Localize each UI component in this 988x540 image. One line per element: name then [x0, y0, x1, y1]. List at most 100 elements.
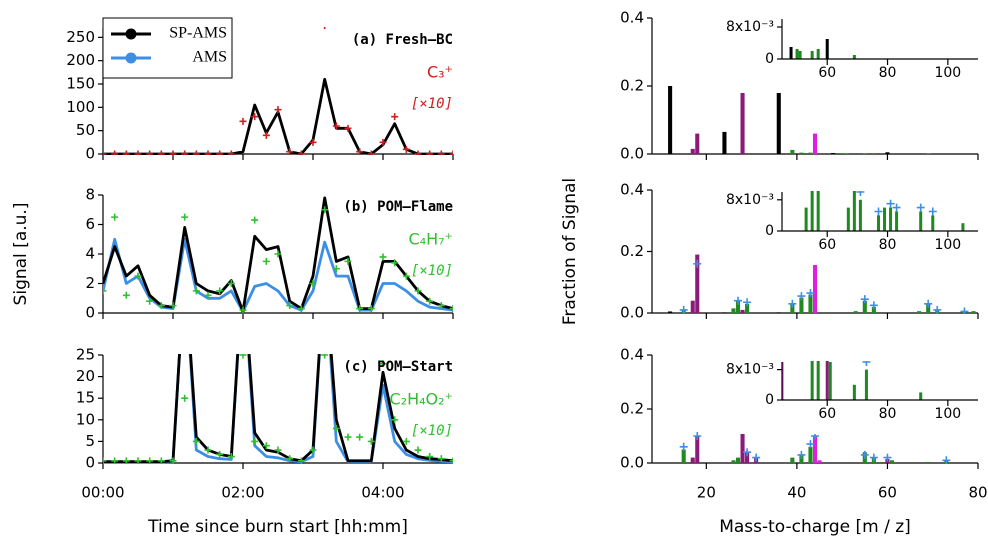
marker — [262, 442, 270, 450]
marker — [916, 203, 925, 212]
bar — [825, 39, 829, 59]
bar — [840, 153, 845, 154]
x-tick-label: 100 — [934, 65, 961, 81]
bar — [717, 223, 720, 231]
marker — [860, 295, 869, 304]
marker — [262, 131, 270, 139]
marker — [437, 150, 445, 155]
marker — [286, 148, 294, 155]
bar — [853, 311, 858, 313]
bar — [722, 131, 727, 154]
marker — [688, 188, 696, 196]
marker — [402, 272, 410, 280]
bar — [846, 207, 850, 231]
marker — [286, 455, 294, 463]
y-tick-label: 2 — [85, 274, 95, 292]
marker — [960, 307, 969, 314]
bar — [699, 20, 702, 400]
y-tick-label: 0.2 — [620, 400, 644, 418]
marker — [426, 150, 434, 155]
x-tick-label: 04:00 — [361, 484, 404, 502]
marker — [344, 124, 352, 132]
bar — [864, 369, 868, 400]
y-tick-label: 0.0 — [620, 454, 644, 472]
bar — [668, 311, 673, 313]
marker — [286, 302, 294, 310]
bar — [931, 215, 935, 231]
marker — [309, 280, 317, 287]
bar — [776, 312, 781, 313]
x-tick-label: 60 — [878, 484, 897, 502]
y-tick-label: 0 — [85, 304, 95, 322]
y-tick-label: 250 — [66, 28, 95, 46]
bar — [790, 303, 795, 313]
bar — [776, 82, 781, 154]
marker — [321, 206, 329, 214]
bar — [731, 308, 736, 313]
bar — [810, 51, 814, 59]
x-axis-label: Mass-to-charge [m / z] — [719, 517, 911, 537]
y-tick-label: 4 — [85, 245, 95, 263]
marker — [367, 150, 375, 155]
bar — [790, 149, 795, 154]
panel-title: (b) POM–Flame — [343, 199, 453, 215]
marker — [367, 437, 375, 445]
marker — [111, 457, 119, 464]
bar — [812, 436, 818, 463]
marker — [356, 305, 364, 313]
series-line — [103, 77, 453, 155]
bar — [825, 361, 829, 400]
bar — [885, 152, 890, 154]
bar — [695, 436, 700, 463]
marker — [823, 320, 831, 328]
marker — [688, 168, 696, 176]
y-tick-label: 0 — [765, 392, 774, 408]
legend-dot — [125, 52, 137, 64]
marker — [752, 453, 761, 462]
x-tick-label: 40 — [787, 484, 806, 502]
bar — [745, 303, 750, 313]
y-tick-label: 8x10⁻³ — [726, 19, 774, 35]
marker — [227, 150, 235, 155]
y-tick-label: 0 — [85, 145, 95, 163]
marker — [332, 265, 340, 273]
marker — [146, 297, 154, 305]
bar — [844, 153, 849, 154]
marker — [391, 416, 399, 424]
marker — [437, 302, 445, 310]
marker — [204, 150, 212, 155]
bar — [722, 312, 727, 313]
y-tick-label: 0.2 — [620, 242, 644, 260]
bar — [668, 86, 673, 154]
bar — [919, 211, 923, 231]
legend-label: SP-AMS — [169, 25, 227, 42]
marker — [227, 453, 235, 461]
marker — [402, 437, 410, 445]
x-tick-label: 02:00 — [221, 484, 264, 502]
marker — [449, 457, 453, 464]
y-tick-label: 0 — [85, 454, 95, 472]
marker — [216, 287, 224, 295]
marker — [344, 433, 352, 441]
marker — [103, 457, 107, 464]
marker — [886, 199, 895, 208]
x-tick-label: 60 — [818, 237, 836, 253]
x-tick-label: 20 — [697, 484, 716, 502]
marker — [760, 110, 768, 118]
marker — [111, 150, 119, 155]
marker — [192, 150, 200, 155]
bar — [695, 133, 700, 154]
x-tick-label: 00:00 — [81, 484, 124, 502]
bar — [889, 460, 895, 463]
legend-box — [102, 17, 233, 79]
marker — [679, 305, 688, 314]
bar — [799, 454, 804, 463]
marker — [122, 291, 130, 299]
y-tick-label: 8 — [85, 186, 95, 204]
bar — [808, 152, 813, 154]
bar — [808, 294, 813, 313]
bar — [740, 309, 745, 313]
marker — [860, 450, 869, 459]
marker — [227, 280, 235, 287]
